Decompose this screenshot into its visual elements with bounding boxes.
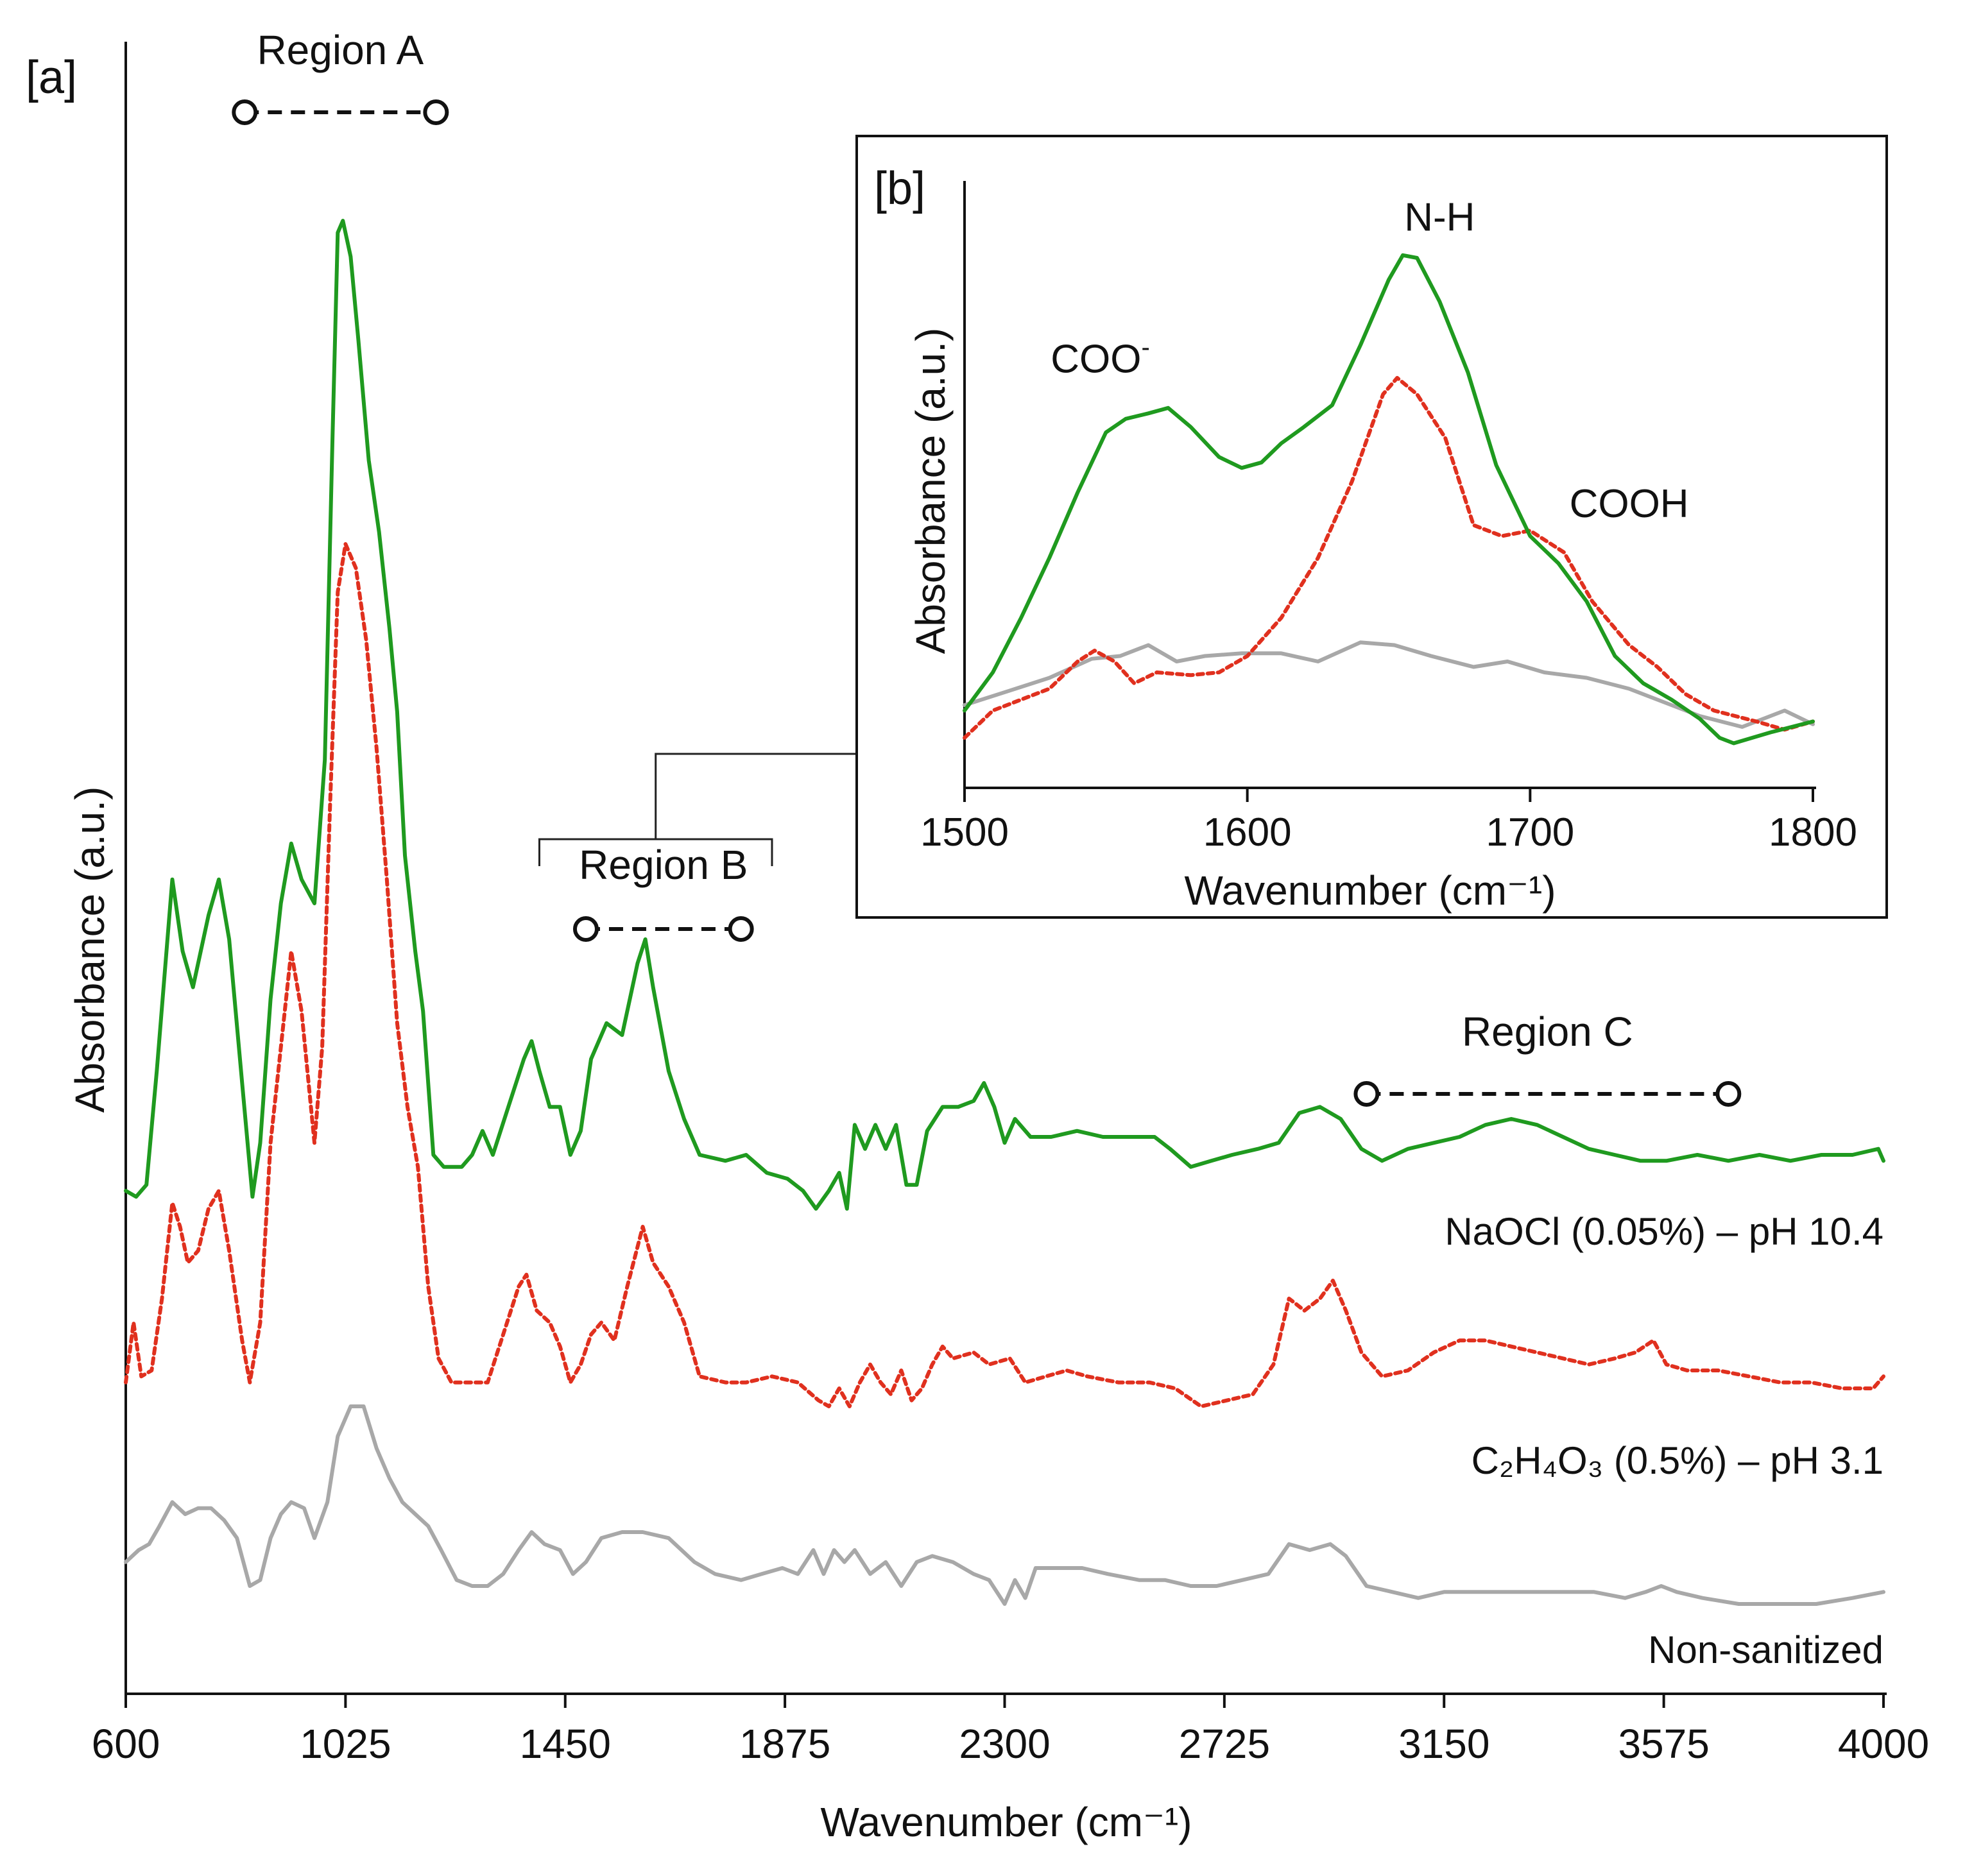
main-x-tick-label: 1875 [739, 1721, 830, 1767]
region-b-end-marker [728, 916, 754, 942]
inset-series-line-non-sanitized [963, 640, 1815, 729]
series-label-c2h4o3: C₂H₄O₃ (0.5%) – pH 3.1 [1472, 1439, 1883, 1482]
region-a-label: Region A [257, 27, 424, 73]
main-x-tick-label: 3575 [1618, 1721, 1709, 1767]
inset-x-tick-label: 1600 [1203, 810, 1292, 855]
series-label-naocl: NaOCl (0.05%) – pH 10.4 [1445, 1210, 1883, 1253]
main-x-tick-label: 600 [92, 1721, 160, 1767]
inset-x-tick-label: 1700 [1486, 810, 1574, 855]
main-x-axis-label: Wavenumber (cm⁻¹) [820, 1799, 1192, 1845]
series-line-non-sanitized [124, 1404, 1885, 1606]
main-x-tick-label: 2725 [1179, 1721, 1270, 1767]
inset-panel: [b] 1500 1600 1700 1800 COO- N-H COOH Absor… [855, 135, 1888, 919]
inset-frame [855, 135, 1888, 919]
main-series-group [124, 219, 1885, 1606]
region-c-end-marker [1715, 1081, 1742, 1107]
main-panel: [a] 600 1025 1450 1875 2300 2725 3150 3575 4000 … [26, 27, 1929, 1845]
main-x-tick-label: 3150 [1398, 1721, 1489, 1767]
region-b-start-marker [572, 916, 599, 942]
inset-connector-line [655, 753, 857, 839]
inset-series-line-c2h4o3 [963, 376, 1815, 740]
main-x-ticks: 600 1025 1450 1875 2300 2725 3150 3575 4000 [92, 1694, 1929, 1767]
annotation-coo: COO- [1051, 334, 1150, 382]
series-line-c2h4o3 [124, 542, 1885, 1408]
annotation-coo-superscript: - [1141, 334, 1149, 362]
main-x-tick-label: 2300 [959, 1721, 1050, 1767]
main-y-axis-label: Absorbance (a.u.) [67, 787, 113, 1113]
inset-x-tick-label: 1800 [1769, 810, 1857, 855]
annotation-nh: N-H [1404, 196, 1475, 240]
annotation-cooh: COOH [1570, 482, 1689, 526]
main-x-tick-label: 4000 [1838, 1721, 1929, 1767]
annotation-coo-text: COO [1051, 337, 1141, 382]
series-line-naocl [124, 219, 1885, 1211]
main-x-tick-label: 1450 [520, 1721, 611, 1767]
region-c-start-marker [1353, 1081, 1380, 1107]
main-x-tick-label: 1025 [300, 1721, 391, 1767]
inset-series-group [963, 253, 1815, 746]
region-c-label: Region C [1462, 1009, 1633, 1055]
region-b-label: Region B [579, 842, 748, 888]
panel-a-label: [a] [26, 52, 77, 103]
region-a-start-marker [232, 99, 258, 125]
inset-x-axis-label: Wavenumber (cm⁻¹) [1184, 867, 1556, 914]
inset-x-tick-label: 1500 [920, 810, 1009, 855]
inset-series-line-naocl [963, 253, 1815, 746]
region-markers: Region A Region B Region C [232, 27, 1742, 1107]
region-a-end-marker [423, 99, 449, 125]
panel-b-label: [b] [874, 163, 925, 214]
inset-x-ticks: 1500 1600 1700 1800 [920, 788, 1857, 855]
inset-y-axis-label: Absorbance (a.u.) [907, 328, 954, 654]
series-label-non-sanitized: Non-sanitized [1648, 1628, 1883, 1671]
